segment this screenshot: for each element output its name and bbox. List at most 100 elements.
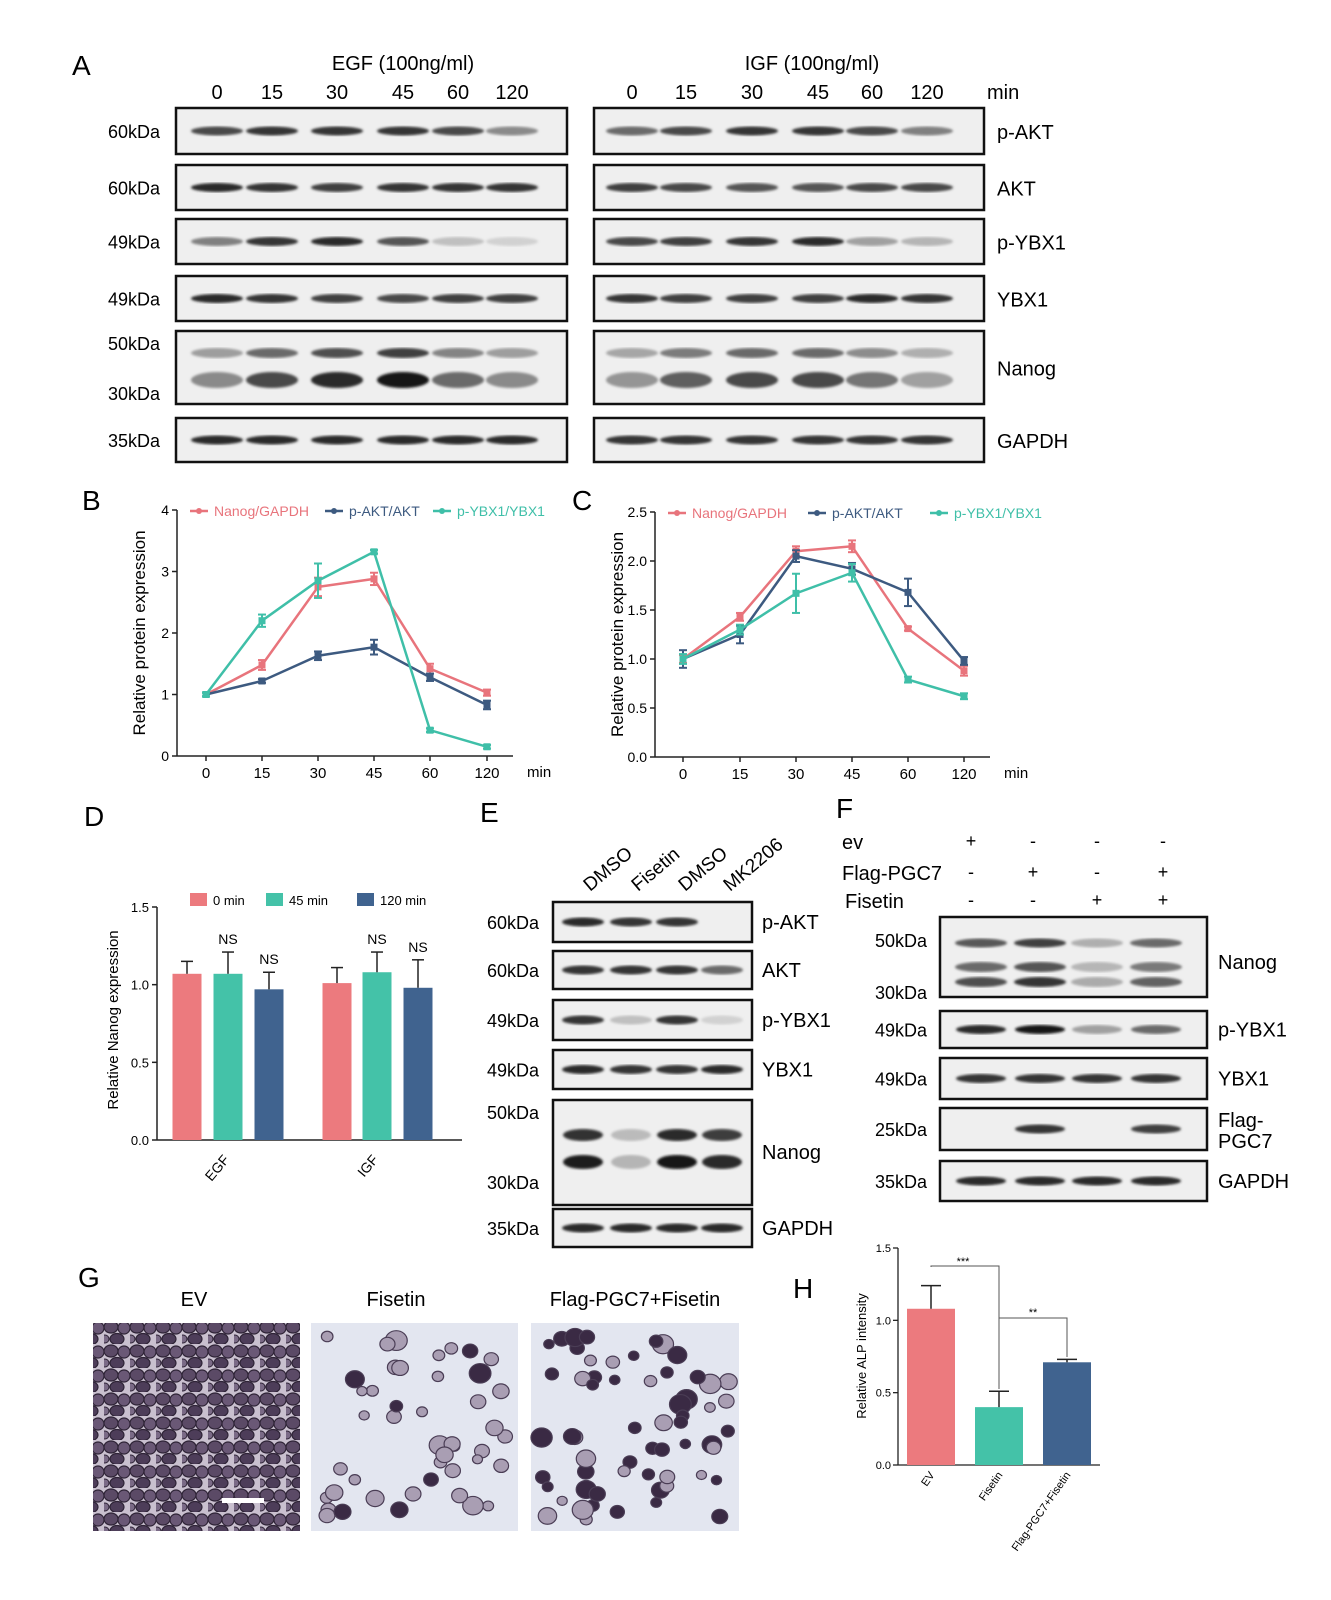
kda-marker: 49kDa	[487, 1011, 540, 1031]
x-tick-label: 45	[844, 766, 861, 783]
bar	[322, 983, 352, 1140]
stained-cell	[530, 1427, 553, 1448]
blot-band	[726, 372, 778, 388]
blot-band	[955, 938, 1007, 948]
blot-band	[311, 294, 363, 303]
stained-cell	[541, 1481, 554, 1493]
stained-cell	[641, 1468, 656, 1481]
stained-cell	[556, 1495, 568, 1506]
stained-cell	[660, 1366, 674, 1379]
kda-marker: 49kDa	[487, 1061, 540, 1081]
stained-cell	[333, 1462, 348, 1476]
blot-band	[611, 1129, 651, 1141]
kda-marker: 49kDa	[875, 1070, 928, 1090]
stained-cell	[717, 1393, 735, 1409]
legend-label: p-AKT/AKT	[832, 505, 903, 521]
legend-marker	[439, 508, 445, 514]
legend-label: p-AKT/AKT	[349, 503, 420, 519]
stained-cell	[404, 1486, 422, 1502]
blot-band	[432, 126, 484, 136]
x-tick-label: 30	[310, 765, 327, 782]
legend-label: 45 min	[289, 893, 328, 908]
blot-band	[656, 1015, 698, 1025]
blot-band	[901, 183, 953, 192]
stained-cell	[571, 1499, 594, 1520]
blot-band	[660, 348, 712, 358]
blot-band	[656, 965, 698, 975]
series-line	[682, 571, 965, 698]
time-label-egf: 120	[495, 82, 528, 104]
blot-band	[1131, 1025, 1181, 1034]
x-tick-label: 120	[951, 766, 976, 783]
blot-band	[562, 1223, 604, 1233]
x-tick-label: 0	[202, 765, 210, 782]
stained-cell	[586, 1378, 600, 1391]
stained-cell	[608, 1374, 621, 1386]
data-point	[792, 589, 800, 597]
lane-label: DMSO	[580, 843, 637, 896]
panel-letter-d: D	[84, 801, 104, 832]
blot-band	[792, 372, 844, 388]
blot-band	[606, 348, 658, 358]
blot-band	[726, 294, 778, 303]
y-tick-label: 2.5	[628, 504, 648, 520]
protein-label-nanog: Nanog	[762, 1142, 821, 1164]
x-tick-label: 15	[732, 766, 749, 783]
blot-band	[610, 1223, 652, 1233]
condition-mark: -	[968, 862, 974, 882]
bar	[213, 973, 243, 1140]
significance-label: NS	[408, 939, 427, 955]
data-point	[904, 588, 912, 596]
stained-cell	[711, 1508, 729, 1525]
micrograph-title-fisetin: Fisetin	[367, 1289, 426, 1311]
blot-band	[657, 1155, 697, 1169]
panel-e-western-blots: DMSOFisetinDMSOMK2206p-AKT60kDaAKT60kDap…	[487, 834, 833, 1249]
panel-b-line-chart: 0 1 2 3 4 0 15 30 45 60 120 min Relative protein exp…	[130, 502, 551, 782]
blot-band	[562, 917, 604, 927]
x-tick-label: 15	[254, 765, 271, 782]
blot-band	[311, 237, 363, 246]
kda-marker: 50kDa	[108, 334, 161, 354]
blot-band	[562, 1065, 604, 1074]
blot-band	[486, 294, 538, 303]
protein-label-nanog: Nanog	[997, 359, 1056, 381]
legend-marker	[814, 510, 820, 516]
protein-label-p-akt: p-AKT	[997, 122, 1054, 144]
bar	[254, 989, 284, 1140]
data-point	[314, 652, 322, 660]
blot-band	[701, 1065, 743, 1074]
blot-band	[656, 1065, 698, 1074]
condition-mark: -	[1094, 862, 1100, 882]
stained-cell	[492, 1383, 510, 1400]
blot-band	[486, 372, 538, 388]
stained-cell	[356, 1385, 368, 1397]
blot-band	[377, 435, 429, 445]
panel-d-bar-chart: 0.0 0.5 1.0 1.5 Relative Nanog expression NS N…	[105, 893, 462, 1184]
stained-cell	[483, 1352, 500, 1367]
legend-marker	[331, 508, 337, 514]
blot-band	[660, 183, 712, 192]
kda-marker: 49kDa	[108, 233, 161, 253]
panel-a-western-blots: EGF (100ng/ml) IGF (100ng/ml) min 0 0 15 15…	[108, 53, 1068, 464]
stained-cell	[627, 1421, 642, 1435]
stained-cell	[461, 1343, 479, 1359]
blot-band	[1015, 1025, 1065, 1034]
stained-cell	[617, 1465, 631, 1478]
blot-band	[610, 917, 652, 927]
x-tick-label: 60	[900, 766, 917, 783]
x-category-label: EGF	[202, 1152, 233, 1184]
blot-band	[432, 435, 484, 445]
blot-band	[726, 435, 778, 445]
kda-marker: 49kDa	[108, 290, 161, 310]
lane-label: MK2206	[720, 834, 788, 896]
micrograph-ev	[93, 1323, 300, 1531]
data-point	[960, 657, 968, 665]
blot-band	[606, 372, 658, 388]
time-label-igf: 60	[861, 82, 883, 104]
stained-cell	[679, 1438, 692, 1450]
kda-marker: 30kDa	[875, 983, 928, 1003]
time-label-igf: 45	[807, 82, 829, 104]
blot-band	[846, 348, 898, 358]
protein-label-gapdh: GAPDH	[762, 1218, 833, 1240]
blot-band	[486, 237, 538, 246]
